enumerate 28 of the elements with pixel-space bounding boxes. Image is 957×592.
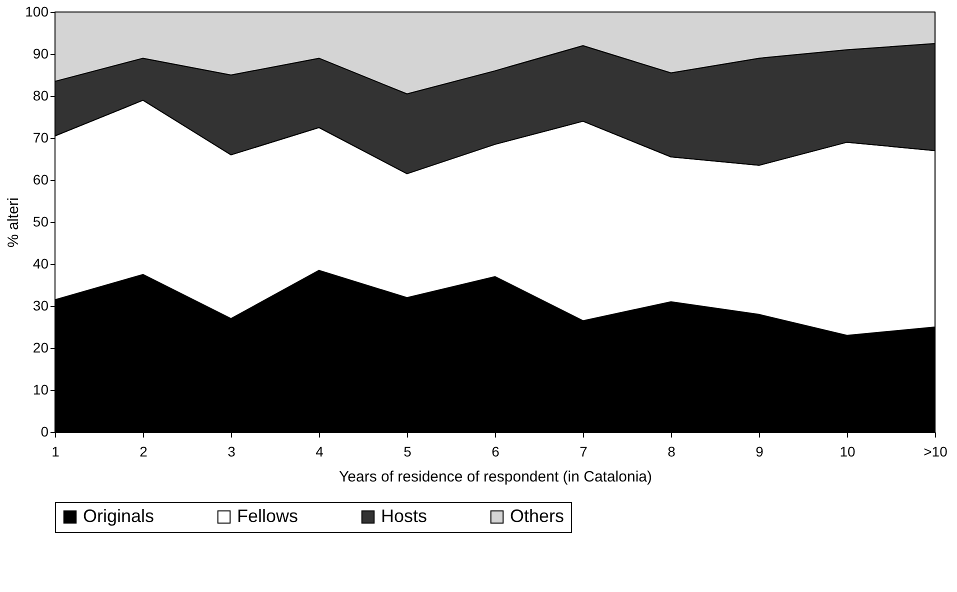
y-tick-label: 50 — [32, 214, 49, 230]
y-tick-label: 30 — [32, 298, 49, 314]
x-tick-label: 6 — [492, 444, 500, 460]
x-tick-label: 4 — [316, 444, 324, 460]
y-tick-label: 100 — [25, 4, 49, 20]
x-tick-label: 1 — [52, 444, 60, 460]
y-tick-label: 20 — [32, 340, 49, 356]
x-tick-label: 8 — [668, 444, 676, 460]
x-tick-label: 7 — [580, 444, 588, 460]
legend-label: Originals — [83, 506, 154, 526]
x-tick-label: 9 — [756, 444, 764, 460]
x-tick-label: 2 — [140, 444, 148, 460]
y-axis-title: % alteri — [5, 197, 22, 248]
y-tick-label: 60 — [32, 172, 49, 188]
x-axis-title: Years of residence of respondent (in Catalonia) — [339, 468, 652, 486]
x-tick-label: >10 — [924, 444, 948, 460]
legend-label: Hosts — [381, 506, 428, 526]
x-tick-label: 3 — [228, 444, 236, 460]
y-tick-label: 0 — [40, 424, 49, 440]
legend-label: Others — [510, 506, 564, 526]
x-tick-label: 5 — [404, 444, 412, 460]
x-tick-label: 10 — [840, 444, 856, 460]
y-tick-label: 70 — [32, 130, 49, 146]
legend-label: Fellows — [237, 506, 298, 526]
y-tick-label: 80 — [32, 88, 49, 104]
y-tick-label: 40 — [32, 256, 49, 272]
y-tick-label: 10 — [32, 382, 49, 398]
y-tick-label: 90 — [32, 46, 49, 62]
